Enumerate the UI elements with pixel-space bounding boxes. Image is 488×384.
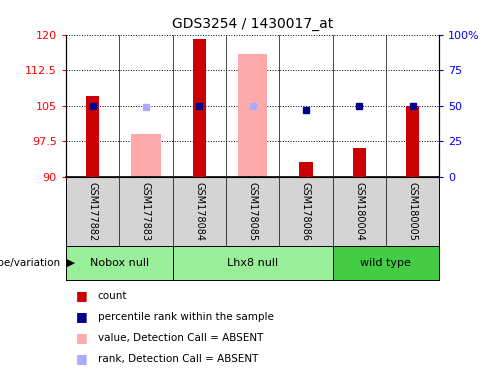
Bar [173,246,332,280]
Text: genotype/variation: genotype/variation [0,258,61,268]
Text: GSM178085: GSM178085 [247,182,258,241]
Bar [238,53,267,177]
Bar [299,162,312,177]
Text: value, Detection Call = ABSENT: value, Detection Call = ABSENT [98,333,263,343]
Title: GDS3254 / 1430017_at: GDS3254 / 1430017_at [172,17,333,31]
Text: rank, Detection Call = ABSENT: rank, Detection Call = ABSENT [98,354,258,364]
Text: GSM180004: GSM180004 [354,182,364,241]
Bar [406,106,419,177]
Text: GSM178086: GSM178086 [301,182,311,241]
Bar [131,134,161,177]
Text: ■: ■ [76,353,87,366]
Text: wild type: wild type [361,258,411,268]
Text: Nobox null: Nobox null [90,258,149,268]
Text: ■: ■ [76,289,87,302]
Text: GSM178084: GSM178084 [194,182,204,241]
Text: Lhx8 null: Lhx8 null [227,258,278,268]
Bar [352,148,366,177]
Text: GSM177882: GSM177882 [87,182,98,242]
Bar [332,246,439,280]
Bar [86,96,99,177]
Text: ■: ■ [76,310,87,323]
Text: percentile rank within the sample: percentile rank within the sample [98,312,273,322]
Bar [66,246,173,280]
Bar [193,39,206,177]
Text: GSM180005: GSM180005 [407,182,418,241]
Text: ■: ■ [76,331,87,344]
Text: GSM177883: GSM177883 [141,182,151,241]
Text: ▶: ▶ [63,258,76,268]
Text: count: count [98,291,127,301]
